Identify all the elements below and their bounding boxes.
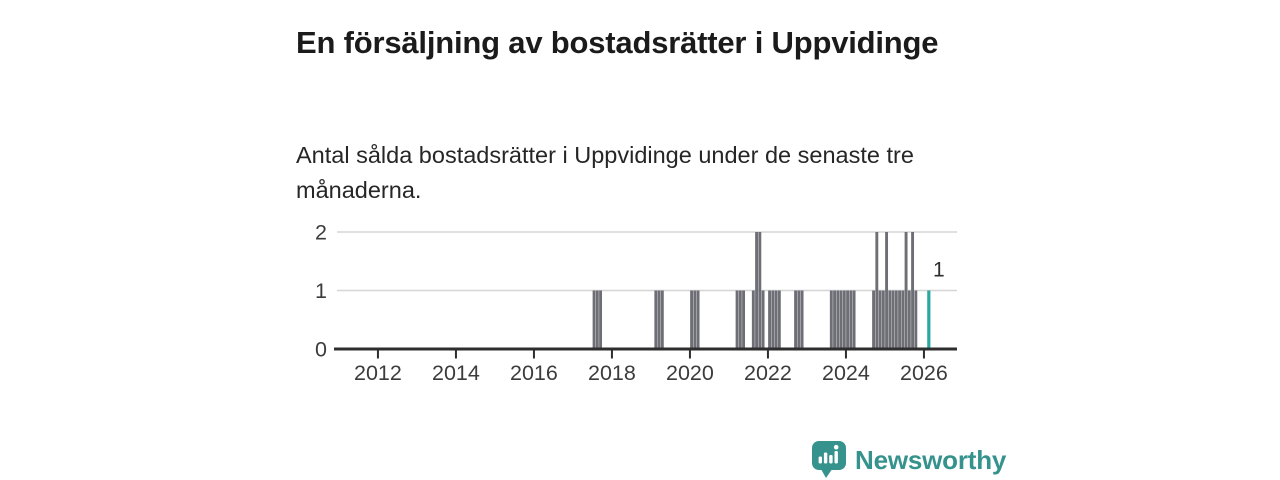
bar-2025-04	[894, 290, 898, 349]
bar-2021-04	[738, 290, 742, 349]
y-tick-label-2: 2	[315, 224, 327, 245]
x-tick-label-2012: 2012	[354, 361, 402, 385]
bar-2017-07	[592, 290, 596, 349]
x-tick-2020	[688, 350, 691, 359]
newsworthy-logo[interactable]: Newsworthy	[810, 440, 1006, 480]
x-tick-2016	[532, 350, 535, 359]
bar-2019-02	[654, 290, 658, 349]
bar-2020-03	[696, 290, 700, 349]
gridline-y1	[337, 289, 957, 292]
bar-2025-06	[901, 290, 905, 349]
bar-2022-02	[771, 290, 775, 349]
bar-2025-03	[891, 290, 895, 349]
bar-2023-09	[833, 290, 837, 349]
bar-2025-09	[911, 232, 915, 349]
chart-subtitle: Antal sålda bostadsrätter i Uppvidinge u…	[296, 141, 914, 203]
x-tick-2014	[454, 350, 457, 359]
bar-2025-10	[914, 290, 918, 349]
bar-2022-11	[800, 290, 804, 349]
bar-2022-01	[768, 290, 772, 349]
chart-title: En försäljning av bostadsrätter i Uppvid…	[296, 24, 939, 60]
bar-2024-12	[881, 290, 885, 349]
bar-2024-09	[872, 290, 876, 349]
gridline-y2	[337, 231, 957, 233]
y-tick-label-1: 1	[315, 279, 327, 303]
x-tick-2022	[766, 350, 769, 359]
bar-2021-05	[742, 290, 746, 349]
bar-2022-09	[794, 290, 798, 349]
bar-2024-01	[846, 290, 850, 349]
bar-2021-09	[755, 232, 759, 349]
bar-2025-08	[907, 290, 911, 349]
bar-2017-09	[599, 290, 603, 349]
bar-2019-03	[657, 290, 661, 349]
newsworthy-logo-icon	[812, 441, 846, 478]
x-tick-label-2024: 2024	[822, 361, 870, 385]
bar-2025-02	[888, 290, 892, 349]
x-axis-line	[334, 347, 957, 351]
bar-2023-10	[836, 290, 840, 349]
bar-2024-10	[875, 232, 879, 349]
bar-2022-03	[774, 290, 778, 349]
bar-2021-10	[758, 232, 762, 349]
x-tick-label-2014: 2014	[432, 361, 480, 385]
bar-2021-11	[761, 290, 765, 349]
x-tick-label-2020: 2020	[666, 361, 714, 385]
bar-2024-03	[852, 290, 856, 349]
x-tick-label-2026: 2026	[900, 361, 948, 385]
highlight-bar-2026-02	[927, 290, 931, 349]
bar-2025-07	[904, 232, 908, 349]
x-tick-2026	[922, 350, 925, 359]
logo-exclamation-dot	[833, 444, 839, 450]
y-tick-label-0: 0	[315, 338, 327, 362]
bar-2020-02	[693, 290, 697, 349]
x-tick-2012	[376, 350, 379, 359]
highlight-value-label: 1	[933, 259, 945, 282]
bar-2017-08	[595, 290, 599, 349]
newsworthy-wordmark: Newsworthy	[855, 444, 1007, 475]
bar-2023-11	[839, 290, 843, 349]
bar-2023-08	[829, 290, 833, 349]
bar-2024-02	[849, 290, 853, 349]
logo-bar-small	[818, 456, 822, 464]
bar-2022-04	[777, 290, 781, 349]
x-tick-label-2018: 2018	[588, 361, 636, 385]
logo-exclamation-bar	[834, 451, 838, 464]
bar-2024-11	[878, 290, 882, 349]
bar-2025-05	[898, 290, 902, 349]
bar-2020-01	[690, 290, 694, 349]
sales-bar-chart: 1 2012 2014 2016 2018 2020 2022 2024 2026 0 1 2	[300, 221, 960, 392]
bar-2023-12	[842, 290, 846, 349]
logo-bar-medium	[823, 452, 828, 464]
x-tick-2024	[844, 350, 847, 359]
bar-2021-08	[751, 290, 755, 349]
logo-bar-tall	[829, 455, 833, 464]
bar-2019-04	[660, 290, 664, 349]
bar-2025-01	[885, 232, 889, 349]
chart-canvas: 1 2012 2014 2016 2018 2020 2022 2024 2026 0 1 2	[315, 221, 957, 385]
bar-2021-03	[735, 290, 739, 349]
x-tick-label-2016: 2016	[510, 361, 558, 385]
bar-2022-10	[797, 290, 801, 349]
x-tick-label-2022: 2022	[744, 361, 792, 385]
x-tick-2018	[610, 350, 613, 359]
